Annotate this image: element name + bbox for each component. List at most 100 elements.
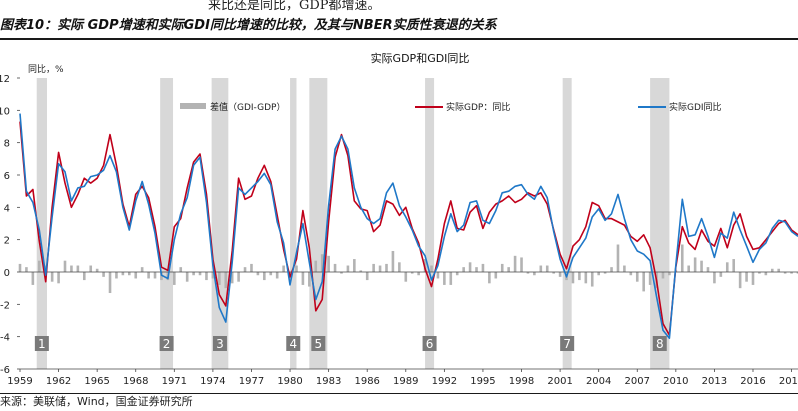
difference-bar (443, 272, 446, 285)
difference-bar (642, 272, 645, 292)
difference-bar (610, 267, 613, 272)
difference-bar (147, 272, 150, 279)
difference-bar (333, 263, 337, 272)
difference-bar (282, 265, 285, 272)
recession-band (36, 78, 48, 369)
difference-bar (725, 262, 729, 272)
difference-bar (488, 272, 491, 284)
figure-title: 图表10：实际 GDP增速和实际GDI同比增速的比较，及其与NBER实质性衰退的… (0, 18, 497, 33)
series-lines (19, 113, 798, 340)
difference-bar (353, 259, 356, 272)
difference-bar (185, 272, 189, 282)
recession-label-box (212, 336, 227, 351)
difference-bar (128, 272, 131, 276)
difference-bar (275, 272, 279, 279)
difference-bar (115, 272, 118, 279)
difference-bar (513, 255, 517, 272)
recession-label-box (286, 336, 301, 351)
recession-label: 7 (563, 337, 571, 351)
x-tick-label: 2016 (740, 376, 765, 387)
difference-bar (179, 267, 183, 272)
unit-label: 同比，% (28, 63, 64, 75)
y-tick-label: 8 (4, 139, 10, 150)
difference-bar (385, 263, 388, 272)
difference-bar (198, 272, 202, 276)
difference-bar (668, 272, 671, 276)
difference-bar (25, 267, 28, 272)
x-tick-label: 2019 (779, 376, 798, 387)
difference-bar (436, 272, 440, 279)
difference-bar (320, 254, 324, 272)
difference-bar (648, 272, 652, 285)
source-rule (0, 393, 798, 394)
legend-label-gdi: 实际GDI同比 (669, 101, 722, 113)
difference-bar (57, 272, 60, 284)
recession-label-box (34, 336, 49, 351)
legend-swatch-diff (180, 103, 206, 109)
x-tick-label: 1968 (123, 376, 148, 387)
legend: 差值（GDI-GDP） 实际GDP：同比 实际GDI同比 (180, 101, 722, 113)
chart-title: 实际GDP和GDI同比 (371, 51, 470, 65)
difference-bar (700, 260, 703, 272)
difference-bar (346, 265, 350, 272)
difference-bar (243, 267, 247, 272)
difference-bar (63, 260, 67, 272)
difference-bar (378, 265, 382, 272)
y-tick-label: -4 (0, 333, 10, 344)
recession-band (309, 78, 328, 369)
x-tick-label: 1983 (316, 376, 341, 387)
difference-bar (250, 263, 253, 272)
difference-bar (623, 265, 626, 272)
difference-bar (719, 272, 723, 277)
difference-bar (449, 272, 453, 285)
previous-text-fragment: 来比还是同比，GDP都增速。 (208, 0, 381, 13)
difference-bar (713, 272, 716, 284)
difference-bar (770, 268, 774, 272)
difference-bar (121, 272, 125, 276)
difference-bar (597, 272, 600, 276)
x-tick-label: 1974 (200, 376, 225, 387)
difference-bar (661, 272, 665, 279)
difference-bar (494, 272, 498, 279)
difference-bar (603, 272, 607, 274)
difference-bar (539, 265, 543, 272)
y-tick-label: 12 (0, 74, 10, 85)
difference-bar (237, 272, 240, 282)
difference-bar (153, 272, 157, 279)
difference-bar (616, 244, 620, 272)
difference-bar (269, 272, 273, 276)
y-tick-label: 10 (0, 106, 10, 117)
difference-bar (507, 267, 510, 272)
x-tick-label: 1980 (277, 376, 302, 387)
x-tick-label: 2007 (625, 376, 650, 387)
recession-band (211, 78, 229, 369)
x-tick-label: 1962 (46, 376, 71, 387)
recession-band (290, 78, 297, 369)
x-tick-label: 1989 (393, 376, 418, 387)
difference-bar (790, 272, 793, 274)
difference-bar (314, 260, 318, 272)
difference-bar (140, 267, 144, 272)
difference-bar (462, 267, 465, 272)
recession-label: 3 (216, 337, 224, 351)
recession-label: 5 (315, 337, 323, 351)
difference-bar (520, 257, 523, 272)
x-tick-label: 1977 (239, 376, 264, 387)
difference-bar (706, 267, 710, 272)
difference-bar (108, 272, 112, 294)
difference-bar (481, 263, 485, 272)
x-tick-label: 2004 (586, 376, 611, 387)
recession-label-box (652, 336, 667, 351)
x-tick-label: 1995 (470, 376, 495, 387)
difference-bar (18, 263, 22, 272)
x-tick-label: 1986 (354, 376, 379, 387)
legend-label-diff: 差值（GDI-GDP） (210, 101, 285, 113)
x-tick-label: 2010 (663, 376, 688, 387)
difference-bar (552, 272, 555, 274)
difference-bar (533, 272, 536, 276)
gdp-line (19, 121, 798, 336)
difference-bar (365, 272, 369, 281)
recession-label: 8 (656, 337, 664, 351)
